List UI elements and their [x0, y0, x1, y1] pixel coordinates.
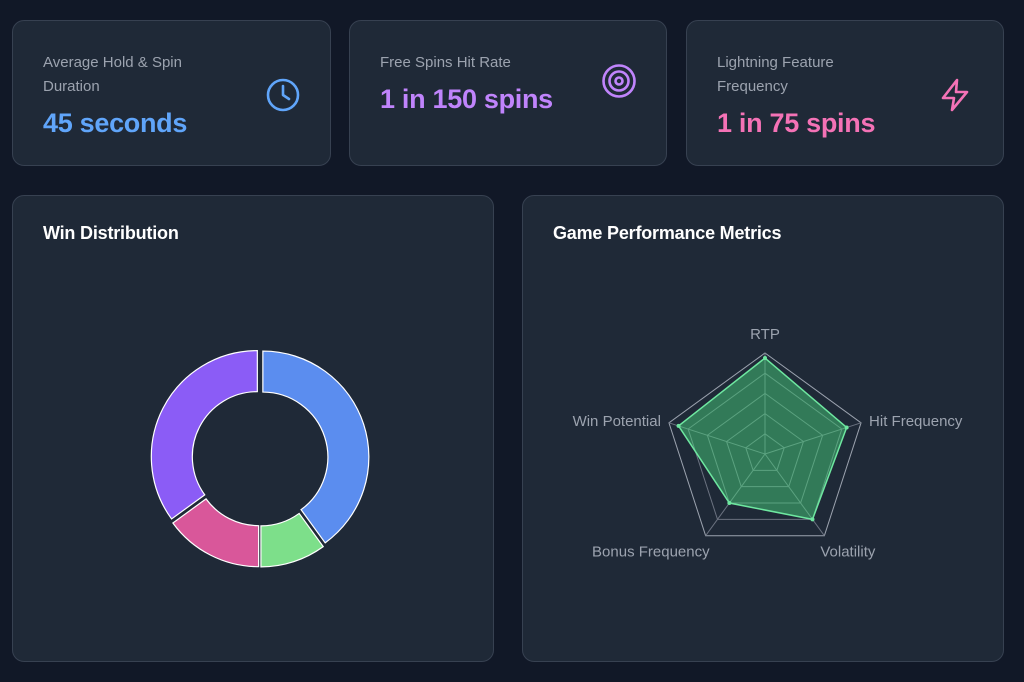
panel-title: Win Distribution [43, 223, 179, 243]
radar-axis-label: Hit Frequency [869, 413, 963, 430]
radar-grid-ring [668, 352, 862, 537]
donut-slice-1[interactable] [260, 512, 325, 568]
radar-grid-ring [706, 392, 824, 504]
radar-spoke [764, 453, 825, 537]
win-distribution-chart [150, 350, 370, 568]
donut-slice-3[interactable] [150, 350, 258, 520]
stat-card-free-spins: Free Spins Hit Rate 1 in 150 spins [349, 20, 667, 166]
panel-title: Game Performance Metrics [553, 223, 782, 243]
stat-value: 1 in 150 spins [380, 84, 553, 114]
performance-radar-chart: RTP Hit Frequency Volatility Bonus Frequenc… [573, 326, 963, 561]
win-distribution-panel: Win Distribution [12, 195, 494, 662]
radar-spoke [668, 422, 766, 455]
donut-slice-0[interactable] [262, 350, 370, 544]
radar-point-4[interactable] [676, 423, 681, 428]
radar-point-0[interactable] [763, 356, 767, 361]
radar-grid-ring [687, 372, 843, 520]
radar-point-3[interactable] [727, 501, 732, 506]
performance-metrics-panel: Game Performance Metrics RTP Hit Frequenc… [522, 195, 1004, 662]
radar-axis-label: RTP [750, 326, 780, 343]
stat-value: 1 in 75 spins [717, 108, 876, 138]
radar-axis-label: Win Potential [573, 413, 661, 430]
radar-point-2[interactable] [810, 517, 815, 522]
stat-label: Average Hold & Spin Duration [43, 54, 182, 95]
radar-grid-ring [725, 412, 805, 488]
radar-spoke [705, 453, 766, 537]
radar-axis-label: Bonus Frequency [592, 544, 710, 561]
donut-slice-2[interactable] [172, 498, 260, 568]
stat-card-lightning: Lightning Feature Frequency 1 in 75 spin… [686, 20, 1004, 166]
stat-card-hold-spin: Average Hold & Spin Duration 45 seconds [12, 20, 331, 166]
target-icon [602, 64, 636, 98]
stat-value: 45 seconds [43, 108, 188, 138]
radar-axis-label: Volatility [820, 544, 876, 561]
lightning-icon [941, 78, 969, 112]
stat-label: Lightning Feature Frequency [717, 54, 834, 95]
clock-icon [266, 78, 300, 112]
radar-grid-ring [745, 433, 785, 471]
radar-data-area[interactable] [677, 357, 848, 521]
stat-label: Free Spins Hit Rate [380, 54, 511, 71]
radar-point-1[interactable] [844, 425, 849, 430]
